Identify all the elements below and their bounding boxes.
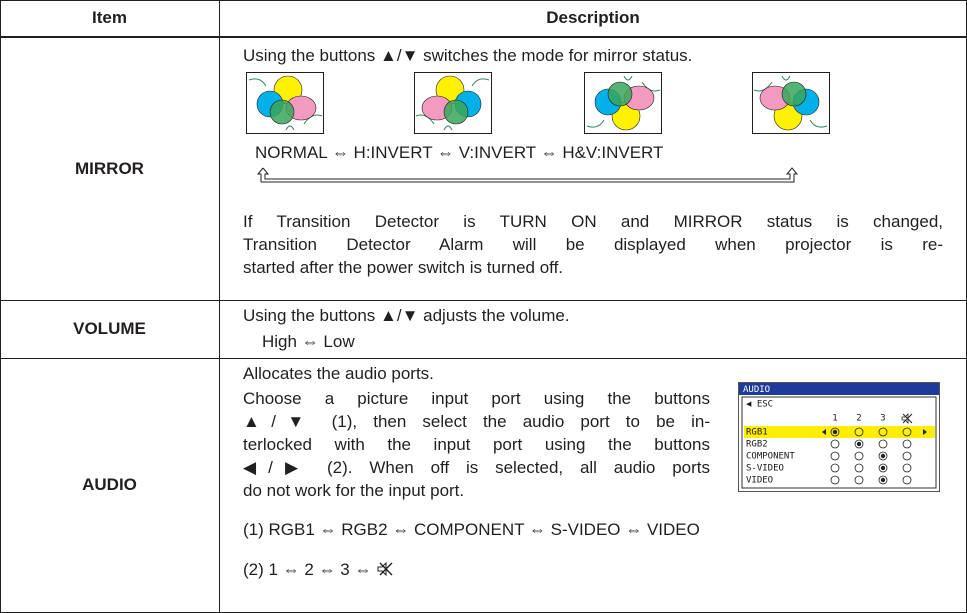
option-list: (2) 1 ⇔ 2 ⇔ 3 ⇔ [243, 560, 394, 580]
description: do not work for the input port. [243, 481, 465, 500]
menu-panel [741, 396, 937, 489]
description: ▲/▼ (1), then select the audio port to b… [243, 412, 710, 431]
menu-mute-icon [901, 413, 913, 424]
return-arrow [256, 167, 799, 183]
menu-selected-dots [832, 429, 886, 483]
audio-menu: AUDIO ◀ ESC 1 2 3 RGB1 RGB2 COMPONENT S-… [738, 382, 940, 492]
column-rule [219, 0, 220, 613]
description: Choose a picture input port using the bu… [243, 389, 710, 408]
description: High ⇔ Low [262, 332, 355, 351]
menu-input: RGB2 [746, 440, 768, 450]
menu-title-bar [739, 383, 939, 395]
menu-back: ◀ ESC [746, 400, 773, 410]
row-rule [0, 300, 967, 301]
note-line: If Transition Detector is TURN ON and MI… [243, 212, 943, 231]
option-text: (2) 1 ⇔ 2 ⇔ 3 ⇔ [243, 560, 372, 579]
mode-sequence: NORMAL ⇔ H:INVERT ⇔ V:INVERT ⇔ H&V:INVER… [255, 143, 664, 162]
description: terlocked with the input port using the … [243, 435, 710, 454]
header-rule [0, 36, 967, 38]
description: Using the buttons ▲/▼ adjusts the volume… [243, 306, 570, 325]
header-cell: Item [92, 8, 127, 27]
menu-input: VIDEO [746, 476, 773, 486]
menu-input: RGB1 [746, 428, 768, 438]
menu-column: 2 [856, 414, 861, 424]
note-line: started after the power switch is turned… [243, 258, 564, 277]
note-line: Transition Detector Alarm will be displa… [243, 235, 943, 254]
menu-input: COMPONENT [746, 452, 795, 462]
row-rule [0, 358, 967, 359]
menu-column: 1 [832, 414, 837, 424]
menu-title: AUDIO [743, 385, 770, 395]
menu-column: 3 [880, 414, 885, 424]
border [0, 0, 967, 1]
mirror-hv-invert-image [752, 72, 830, 134]
item-label: MIRROR [75, 159, 144, 178]
menu-highlight [744, 426, 935, 438]
description: Using the buttons ▲/▼ switches the mode … [243, 46, 693, 65]
mirror-normal-image [246, 72, 324, 134]
menu-input: S-VIDEO [746, 464, 784, 474]
border [0, 0, 1, 613]
item-label: AUDIO [82, 475, 137, 494]
description: ◀/▶ (2). When off is selected, all audio… [243, 458, 710, 477]
mute-icon [377, 561, 393, 577]
menu-radios [830, 427, 912, 485]
description: Allocates the audio ports. [243, 364, 434, 383]
mirror-h-invert-image [414, 72, 492, 134]
mirror-v-invert-image [584, 72, 662, 134]
option-list: (1) RGB1 ⇔ RGB2 ⇔ COMPONENT ⇔ S-VIDEO ⇔ … [243, 520, 700, 539]
item-label: VOLUME [73, 319, 146, 338]
header-cell: Description [546, 8, 640, 27]
